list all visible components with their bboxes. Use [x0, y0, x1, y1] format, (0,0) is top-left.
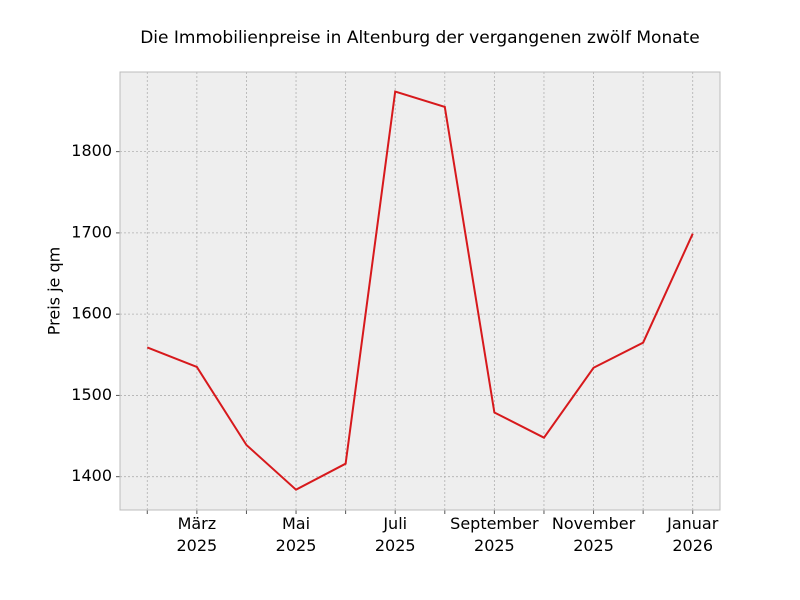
- plot-border: [119, 71, 721, 511]
- chart-title: Die Immobilienpreise in Altenburg der ve…: [140, 28, 700, 48]
- y-tick-label: 1700: [71, 222, 112, 241]
- x-tick-label: März 2025: [176, 514, 218, 555]
- y-tick-label: 1600: [71, 304, 112, 323]
- line: [146, 90, 694, 491]
- plot-area: [120, 72, 720, 510]
- x-tick-label: Mai 2025: [275, 514, 317, 555]
- y-axis-label: Preis je qm: [45, 247, 64, 335]
- y-tick-label: 1400: [71, 466, 112, 485]
- y-tick-label: 1800: [71, 141, 112, 160]
- x-tick-label: November 2025: [551, 514, 636, 555]
- x-tick-label: Juli 2025: [374, 514, 416, 555]
- x-tick-label: September 2025: [450, 514, 539, 555]
- x-tick-label: Januar 2026: [667, 514, 719, 555]
- y-tick-label: 1500: [71, 385, 112, 404]
